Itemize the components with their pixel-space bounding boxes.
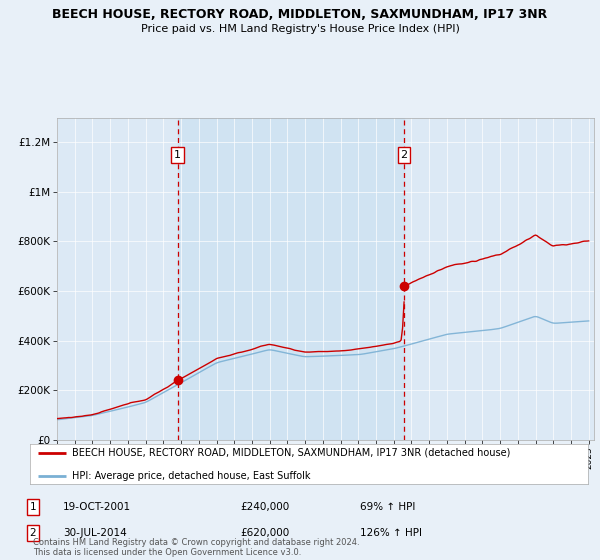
Text: Contains HM Land Registry data © Crown copyright and database right 2024.
This d: Contains HM Land Registry data © Crown c…: [33, 538, 359, 557]
Text: 1: 1: [174, 150, 181, 160]
Text: Price paid vs. HM Land Registry's House Price Index (HPI): Price paid vs. HM Land Registry's House …: [140, 24, 460, 34]
Text: 19-OCT-2001: 19-OCT-2001: [63, 502, 131, 512]
Text: 1: 1: [29, 502, 37, 512]
Text: HPI: Average price, detached house, East Suffolk: HPI: Average price, detached house, East…: [72, 470, 310, 480]
Text: 69% ↑ HPI: 69% ↑ HPI: [360, 502, 415, 512]
Text: 30-JUL-2014: 30-JUL-2014: [63, 528, 127, 538]
Text: 126% ↑ HPI: 126% ↑ HPI: [360, 528, 422, 538]
Text: 2: 2: [29, 528, 37, 538]
Text: 2: 2: [400, 150, 407, 160]
Text: BEECH HOUSE, RECTORY ROAD, MIDDLETON, SAXMUNDHAM, IP17 3NR (detached house): BEECH HOUSE, RECTORY ROAD, MIDDLETON, SA…: [72, 448, 510, 458]
Text: £620,000: £620,000: [240, 528, 289, 538]
Text: BEECH HOUSE, RECTORY ROAD, MIDDLETON, SAXMUNDHAM, IP17 3NR: BEECH HOUSE, RECTORY ROAD, MIDDLETON, SA…: [52, 8, 548, 21]
Text: £240,000: £240,000: [240, 502, 289, 512]
Bar: [178, 118, 404, 440]
